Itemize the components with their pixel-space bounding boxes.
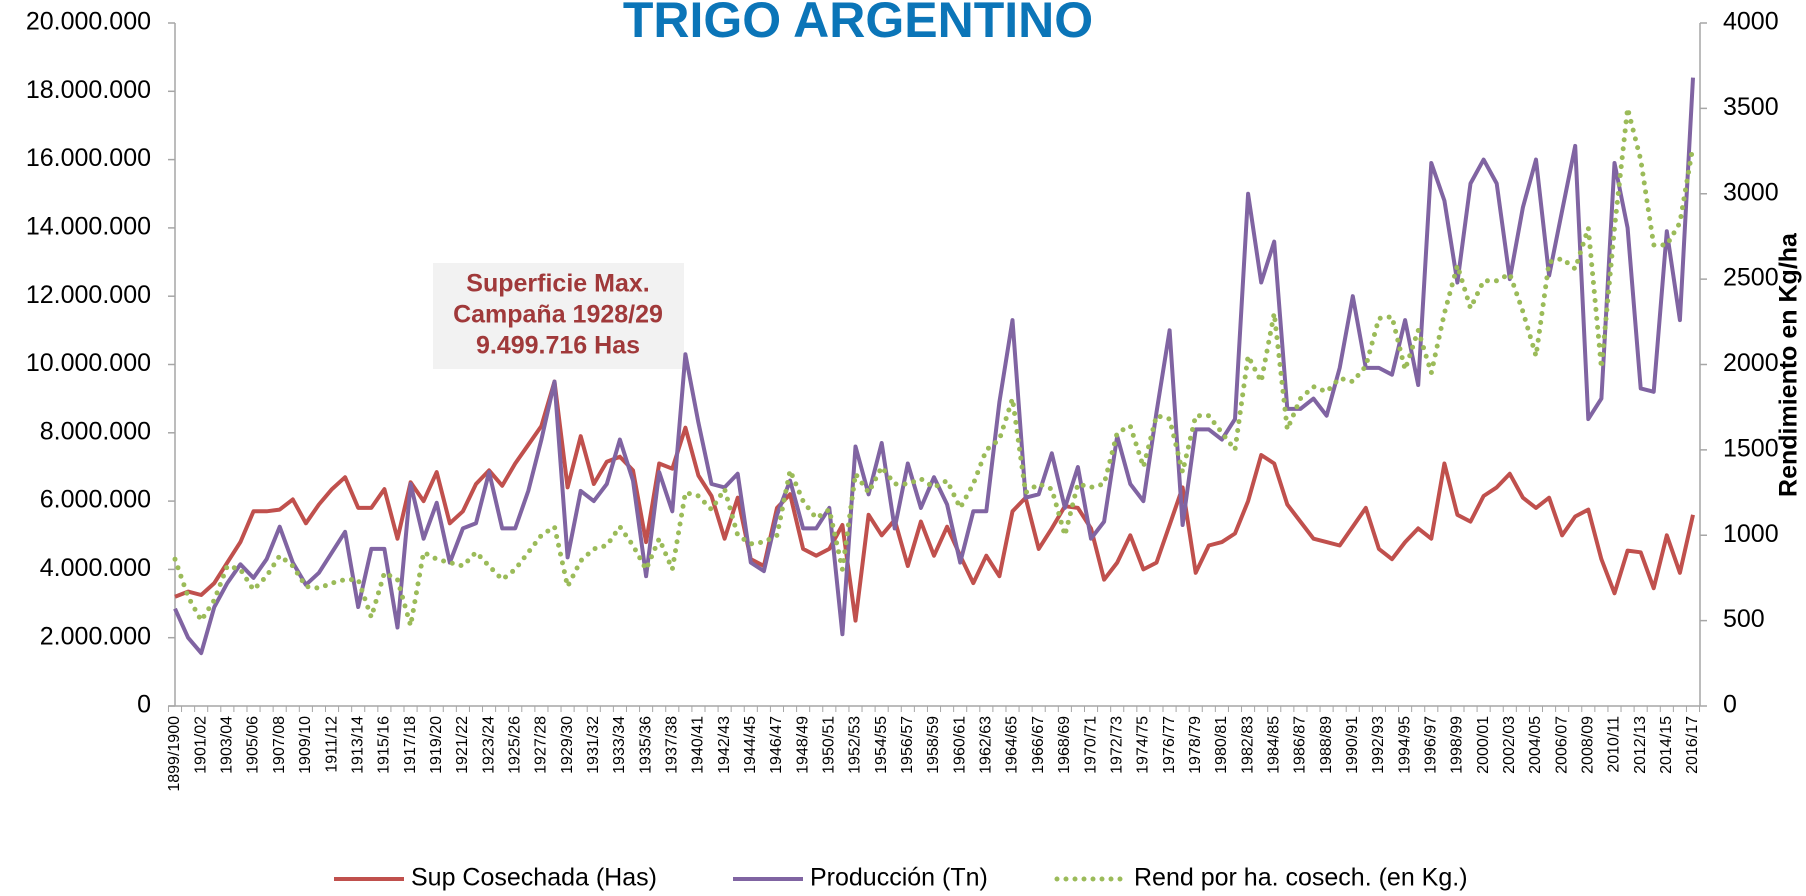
x-tick-label: 2012/13 (1632, 716, 1649, 774)
x-tick-label: 1942/43 (716, 716, 733, 774)
series-line (172, 105, 1696, 629)
y2-axis-title: Rendimiento en Kg/ha (1775, 232, 1803, 497)
series-line (173, 77, 1695, 656)
series-line (174, 379, 1695, 623)
x-tick-label: 1950/51 (821, 716, 838, 774)
x-tick-label: 1919/20 (428, 716, 445, 774)
x-tick-label: 1935/36 (637, 716, 654, 774)
x-tick-label: 1909/10 (297, 716, 314, 774)
x-tick-label: 1954/55 (873, 716, 890, 774)
x-tick-label: 1929/30 (559, 716, 576, 774)
x-tick-label: 1974/75 (1135, 716, 1152, 774)
y-tick-label: 0 (137, 691, 151, 719)
x-tick-label: 2004/05 (1527, 716, 1544, 774)
legend-label: Producción (Tn) (810, 864, 988, 892)
x-tick-label: 1933/34 (611, 716, 628, 774)
x-tick-label: 2008/09 (1580, 716, 1597, 774)
x-tick-label: 1952/53 (847, 716, 864, 774)
x-tick-label: 1907/08 (271, 716, 288, 774)
x-tick-label: 1946/47 (768, 716, 785, 774)
y-tick-label: 18.000.000 (26, 76, 151, 104)
y2-tick-label: 1500 (1723, 434, 1779, 462)
x-tick-label: 1968/69 (1056, 716, 1073, 774)
x-tick-label: 1948/49 (794, 716, 811, 774)
x-tick-label: 2000/01 (1475, 716, 1492, 774)
legend-label: Rend por ha. cosech. (en Kg.) (1134, 864, 1468, 892)
x-tick-label: 1962/63 (978, 716, 995, 774)
x-tick-label: 2006/07 (1553, 716, 1570, 774)
y-tick-label: 8.000.000 (40, 417, 151, 445)
y2-tick-label: 2000 (1723, 349, 1779, 377)
y-tick-label: 16.000.000 (26, 144, 151, 172)
x-tick-label: 2010/11 (1606, 716, 1623, 773)
x-tick-label: 1998/99 (1449, 716, 1466, 774)
x-tick-label: 1978/79 (1187, 716, 1204, 774)
x-tick-label: 1956/57 (899, 716, 916, 774)
x-tick-label: 1994/95 (1396, 716, 1413, 774)
y2-tick-label: 0 (1723, 691, 1737, 719)
x-tick-label: 1982/83 (1239, 716, 1256, 774)
y2-tick-label: 3000 (1723, 178, 1779, 206)
y2-tick-label: 2500 (1723, 264, 1779, 292)
x-tick-label: 1964/65 (1004, 716, 1021, 774)
x-tick-label: 1986/87 (1292, 716, 1309, 774)
x-tick-label: 1903/04 (219, 716, 236, 774)
x-tick-label: 1996/97 (1422, 716, 1439, 774)
x-tick-label: 1905/06 (245, 716, 262, 774)
x-tick-label: 1915/16 (376, 716, 393, 774)
x-tick-label: 1966/67 (1030, 716, 1047, 774)
y2-tick-label: 3500 (1723, 93, 1779, 121)
x-tick-label: 2002/03 (1501, 716, 1518, 774)
y2-tick-label: 4000 (1723, 8, 1779, 36)
x-tick-label: 1925/26 (506, 716, 523, 774)
x-tick-label: 1980/81 (1213, 716, 1230, 774)
x-tick-label: 1944/45 (742, 716, 759, 774)
y-tick-label: 4.000.000 (40, 554, 151, 582)
x-tick-label: 1921/22 (454, 716, 471, 774)
x-tick-label: 1913/14 (349, 716, 366, 774)
x-tick-label: 1976/77 (1161, 716, 1178, 774)
x-tick-label: 1958/59 (925, 716, 942, 774)
x-tick-label: 1923/24 (480, 716, 497, 774)
x-tick-label: 1931/32 (585, 716, 602, 774)
annotation: Superficie Max. (466, 270, 649, 298)
x-tick-label: 1992/93 (1370, 716, 1387, 774)
y-tick-label: 10.000.000 (26, 349, 151, 377)
x-tick-label: 1972/73 (1108, 716, 1125, 774)
x-tick-label: 1988/89 (1318, 716, 1335, 774)
x-tick-label: 1917/18 (402, 716, 419, 774)
y-tick-label: 20.000.000 (26, 8, 151, 36)
y2-tick-label: 1000 (1723, 520, 1779, 548)
x-tick-label: 1911/12 (323, 716, 340, 773)
x-tick-label: 1970/71 (1082, 716, 1099, 774)
x-tick-label: 1990/91 (1344, 716, 1361, 774)
x-tick-label: 2016/17 (1684, 716, 1701, 774)
x-tick-label: 1901/02 (192, 716, 209, 774)
x-tick-label: 1960/61 (951, 716, 968, 774)
annotation: 9.499.716 Has (476, 332, 640, 360)
y-tick-label: 12.000.000 (26, 281, 151, 309)
annotation: Campaña 1928/29 (453, 301, 663, 329)
x-tick-label: 1899/1900 (166, 716, 183, 792)
annotation-box (433, 263, 684, 369)
y-tick-label: 2.000.000 (40, 622, 151, 650)
x-tick-label: 1937/38 (663, 716, 680, 774)
y2-tick-label: 500 (1723, 605, 1765, 633)
x-tick-label: 1940/41 (690, 716, 707, 774)
x-tick-label: 2014/15 (1658, 716, 1675, 774)
legend-label: Sup Cosechada (Has) (411, 864, 657, 892)
y-tick-label: 6.000.000 (40, 486, 151, 514)
x-tick-label: 1984/85 (1265, 716, 1282, 774)
y-tick-label: 14.000.000 (26, 213, 151, 241)
x-tick-label: 1927/28 (533, 716, 550, 774)
chart-title: TRIGO ARGENTINO (623, 0, 1093, 48)
